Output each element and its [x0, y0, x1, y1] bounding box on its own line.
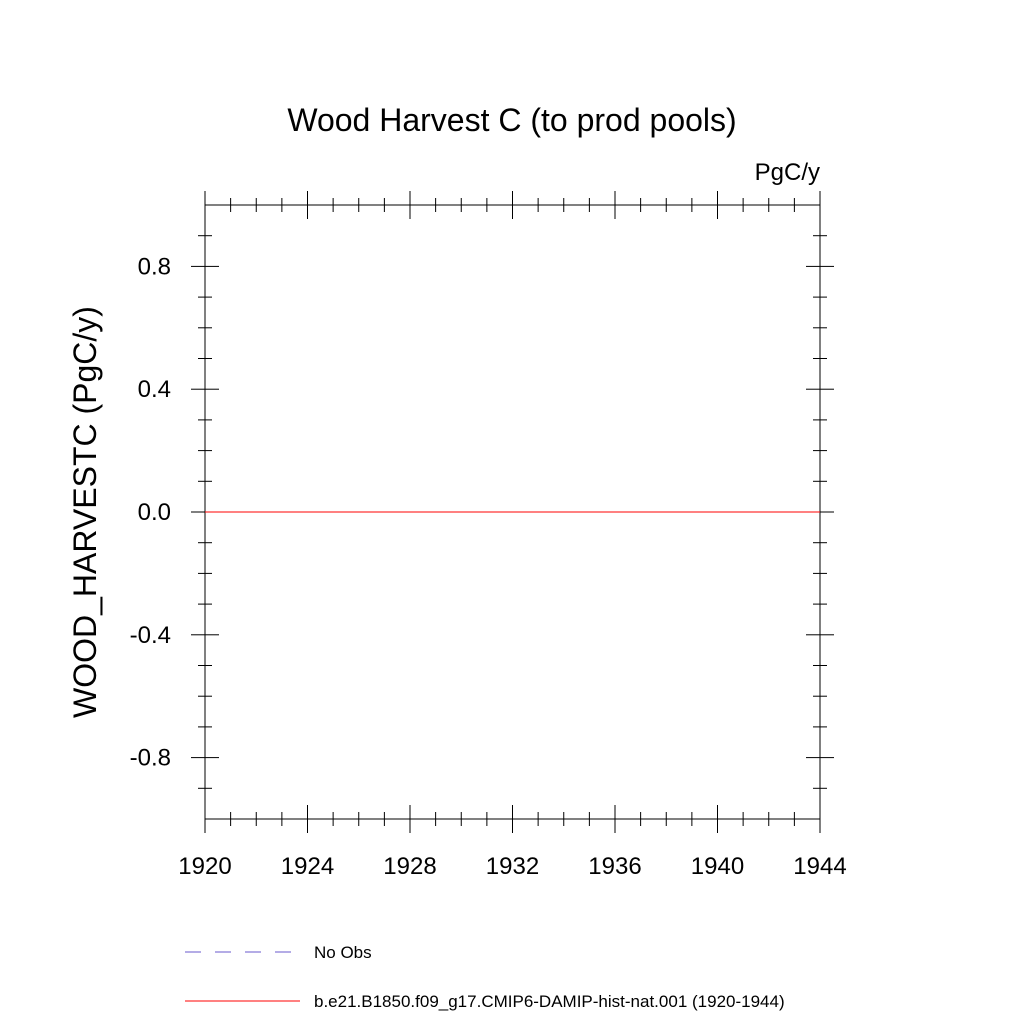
x-tick-label: 1920 [178, 853, 231, 880]
x-tick-label: 1924 [281, 853, 334, 880]
x-tick-label: 1928 [383, 853, 436, 880]
y-tick-label: 0.8 [138, 253, 171, 280]
units-label: PgC/y [755, 159, 820, 186]
y-tick-label: 0.4 [138, 376, 171, 403]
legend: No Obs b.e21.B1850.f09_g17.CMIP6-DAMIP-hi… [185, 943, 785, 1011]
x-tick-label: 1944 [793, 853, 846, 880]
y-axis-label: WOOD_HARVESTC (PgC/y) [67, 306, 103, 718]
legend-label: b.e21.B1850.f09_g17.CMIP6-DAMIP-hist-nat… [314, 992, 785, 1011]
x-tick-label: 1932 [486, 853, 539, 880]
x-tick-label: 1940 [691, 853, 744, 880]
y-tick-label: -0.8 [130, 745, 171, 772]
axis-ticks: 1920 1924 1928 1932 1936 1940 1944 -0.8 -0.4 0.0 0… [130, 191, 847, 880]
x-tick-label: 1936 [588, 853, 641, 880]
y-tick-label: 0.0 [138, 499, 171, 526]
chart-title: Wood Harvest C (to prod pools) [287, 102, 736, 138]
y-tick-label: -0.4 [130, 622, 171, 649]
legend-label: No Obs [314, 943, 372, 962]
